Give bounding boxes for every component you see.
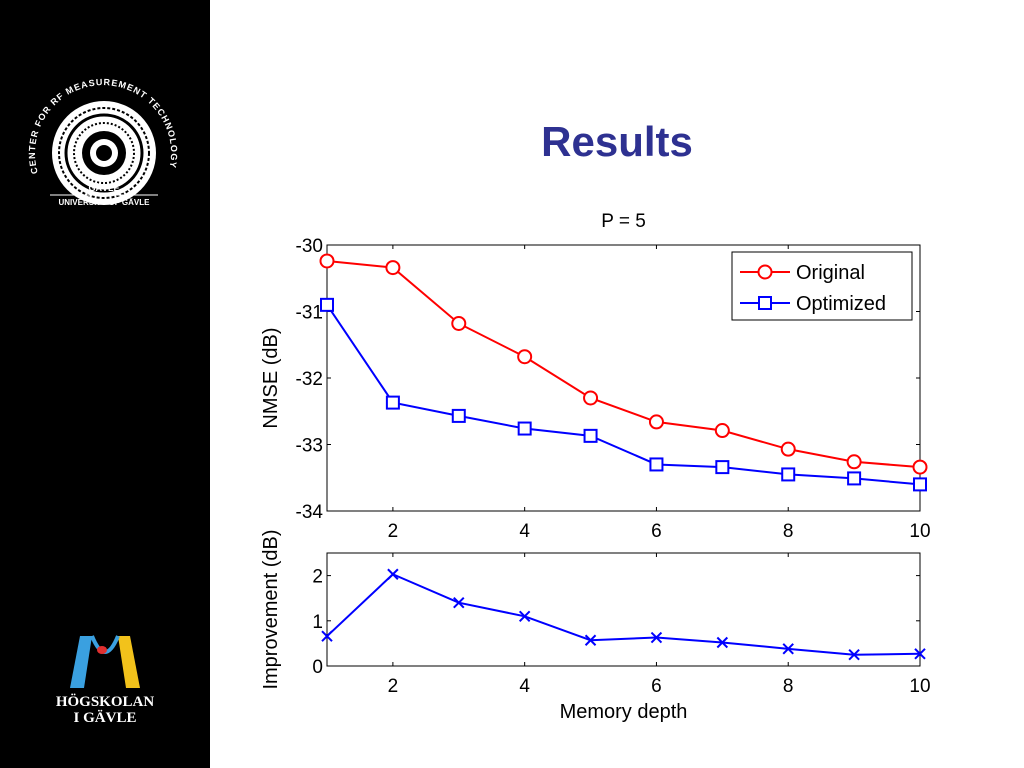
y-tick-label: -31 (296, 303, 323, 324)
data-point-x (848, 648, 860, 661)
data-point-square (715, 460, 730, 475)
y-axis-label: NMSE (dB) (260, 327, 282, 428)
y-tick-label: -34 (296, 502, 324, 523)
data-point-x-stroke (650, 631, 663, 644)
data-point-x-stroke (848, 648, 860, 661)
x-tick-label: 6 (651, 521, 662, 542)
data-point-x-stroke (453, 597, 465, 609)
rf-center-logo: CENTER FOR RF MEASUREMENT TECHNOLOGY GÄV… (27, 77, 178, 207)
data-point-square (320, 297, 334, 312)
data-point-x-stroke (716, 636, 729, 649)
data-point-circle (385, 260, 401, 276)
data-point-square (913, 477, 927, 492)
data-point-circle (846, 454, 862, 470)
x-tick-label: 10 (909, 676, 930, 697)
axes-box-1 (326, 552, 921, 667)
data-point-square (847, 471, 862, 486)
y-tick-label: -32 (296, 369, 323, 390)
y-axis-label: Improvement (dB) (260, 529, 282, 689)
y-tick-label: -33 (296, 436, 323, 457)
series-line-0-0 (326, 259, 921, 469)
legend-label: Optimized (796, 293, 886, 315)
series-line-0-1 (326, 304, 921, 486)
sidebar-panel: CENTER FOR RF MEASUREMENT TECHNOLOGY GÄV… (0, 0, 210, 768)
data-point-circle (780, 441, 796, 457)
x-tick-label: 8 (783, 521, 794, 542)
data-point-square (451, 408, 466, 423)
data-point-x (321, 630, 333, 642)
logo-university-text: UNIVERSITY OF GÄVLE (59, 198, 151, 207)
legend-marker (757, 264, 773, 280)
data-point-x (716, 636, 729, 649)
x-tick-label: 2 (388, 676, 399, 697)
legend-marker (758, 296, 772, 310)
data-point-x-stroke (321, 630, 333, 642)
x-tick-label: 4 (519, 676, 530, 697)
data-point-square (385, 395, 400, 410)
data-point-square (583, 428, 598, 443)
x-axis-label: Memory depth (560, 701, 688, 723)
x-tick-label: 2 (388, 521, 399, 542)
data-point-x (387, 568, 399, 580)
legend-label: Original (796, 262, 865, 284)
hogskolan-logo: HÖGSKOLAN I GÄVLE (56, 635, 155, 726)
data-point-x (584, 634, 597, 646)
data-point-circle (517, 349, 533, 365)
data-point-circle (583, 390, 599, 406)
data-point-square (517, 421, 532, 436)
y-tick-label: 1 (312, 612, 323, 633)
data-point-square (649, 457, 664, 472)
data-point-square (781, 467, 796, 482)
data-point-x (782, 643, 794, 655)
x-tick-label: 6 (651, 676, 662, 697)
data-point-x-stroke (584, 634, 597, 646)
x-tick-label: 8 (783, 676, 794, 697)
slide-title: Results (541, 118, 693, 165)
data-point-x-stroke (518, 610, 531, 622)
logo-line1: HÖGSKOLAN (56, 693, 155, 710)
data-point-x (453, 597, 465, 609)
x-tick-label: 4 (519, 521, 530, 542)
data-point-x (650, 631, 663, 644)
data-point-circle (714, 423, 730, 439)
data-point-circle (912, 459, 928, 475)
data-point-x-stroke (387, 568, 399, 580)
data-point-circle (451, 315, 467, 331)
data-point-x (914, 648, 926, 660)
data-point-x-stroke (914, 648, 926, 660)
data-point-x (518, 610, 531, 622)
y-tick-label: 0 (312, 657, 323, 678)
y-tick-label: 2 (312, 567, 323, 588)
data-point-x-stroke (782, 643, 794, 655)
x-tick-label: 10 (909, 521, 930, 542)
logo-line2: I GÄVLE (74, 710, 137, 726)
series-line-1-0 (326, 573, 921, 656)
y-tick-label: -30 (296, 236, 323, 257)
data-point-circle (319, 253, 335, 269)
logo-city-text: GÄVLE (88, 183, 119, 193)
data-point-circle (648, 414, 664, 430)
chart-title: P = 5 (601, 211, 646, 232)
